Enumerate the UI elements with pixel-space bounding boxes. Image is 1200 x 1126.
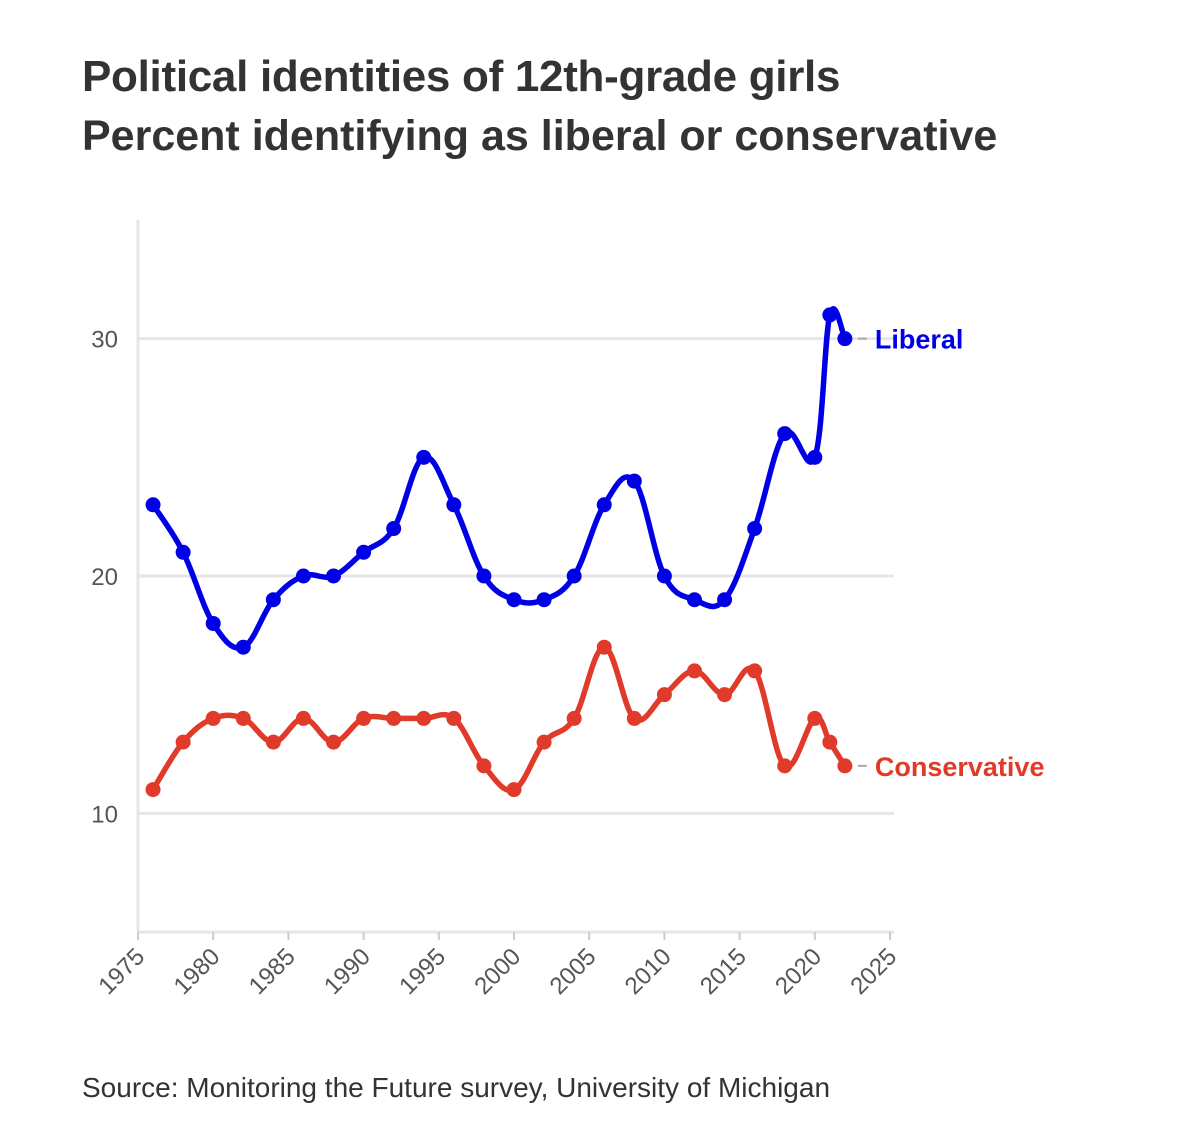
data-point-liberal-1994 bbox=[416, 449, 432, 465]
x-tick-label-2020: 2020 bbox=[770, 943, 827, 1000]
chart-title: Political identities of 12th-grade girls bbox=[82, 52, 841, 101]
data-point-liberal-1992 bbox=[386, 521, 402, 537]
data-point-conservative-1994 bbox=[416, 710, 432, 726]
data-point-conservative-1978 bbox=[175, 734, 191, 750]
series-line-liberal bbox=[150, 306, 848, 651]
series-group: Liberal Conservative bbox=[145, 306, 1045, 798]
data-point-conservative-1988 bbox=[326, 734, 342, 750]
data-point-liberal-1984 bbox=[265, 592, 281, 608]
data-point-conservative-2004 bbox=[566, 710, 582, 726]
data-point-conservative-1990 bbox=[356, 710, 372, 726]
data-point-conservative-1996 bbox=[446, 710, 462, 726]
x-tick-label-1985: 1985 bbox=[244, 943, 301, 1000]
data-point-liberal-2012 bbox=[686, 592, 702, 608]
x-tick-label-2010: 2010 bbox=[620, 943, 677, 1000]
series-label-conservative: Conservative bbox=[875, 752, 1045, 782]
data-point-conservative-1976 bbox=[145, 782, 161, 798]
data-point-liberal-1982 bbox=[235, 639, 251, 655]
data-point-conservative-2022 bbox=[837, 758, 853, 774]
data-point-conservative-2002 bbox=[536, 734, 552, 750]
data-point-liberal-2021 bbox=[822, 307, 838, 323]
data-point-liberal-2004 bbox=[566, 568, 582, 584]
data-point-liberal-1998 bbox=[476, 568, 492, 584]
data-point-conservative-2012 bbox=[686, 663, 702, 679]
data-point-liberal-2006 bbox=[596, 497, 612, 513]
chart-subtitle: Percent identifying as liberal or conser… bbox=[82, 112, 998, 160]
data-point-conservative-2000 bbox=[506, 782, 522, 798]
data-point-liberal-2018 bbox=[777, 426, 793, 442]
y-tick-label-20: 20 bbox=[91, 564, 118, 591]
x-tick-label-1980: 1980 bbox=[169, 943, 226, 1000]
data-point-liberal-1996 bbox=[446, 497, 462, 513]
series-line-conservative bbox=[150, 644, 848, 794]
line-chart: Liberal Conservative 10 20 30 1975 1980 1985 19… bbox=[91, 220, 1045, 1000]
data-point-liberal-2020 bbox=[807, 449, 823, 465]
x-tick-label-2025: 2025 bbox=[845, 943, 902, 1000]
x-tick-label-2005: 2005 bbox=[545, 943, 602, 1000]
data-point-conservative-2006 bbox=[596, 639, 612, 655]
data-point-conservative-2018 bbox=[777, 758, 793, 774]
x-tick-label-1975: 1975 bbox=[93, 943, 150, 1000]
grid-lines bbox=[138, 337, 894, 815]
source-note: Source: Monitoring the Future survey, Un… bbox=[82, 1072, 831, 1103]
data-point-conservative-2010 bbox=[656, 687, 672, 703]
data-point-liberal-2014 bbox=[717, 592, 733, 608]
data-point-conservative-2016 bbox=[747, 663, 763, 679]
x-tick-label-2000: 2000 bbox=[469, 943, 526, 1000]
data-point-liberal-2022 bbox=[837, 331, 853, 347]
data-point-conservative-1984 bbox=[265, 734, 281, 750]
data-point-liberal-2008 bbox=[626, 473, 642, 489]
data-point-conservative-1980 bbox=[205, 710, 221, 726]
data-point-liberal-1986 bbox=[295, 568, 311, 584]
data-point-liberal-2016 bbox=[747, 521, 763, 537]
y-tick-label-30: 30 bbox=[91, 327, 118, 354]
series-conservative: Conservative bbox=[145, 639, 1045, 798]
data-point-conservative-1982 bbox=[235, 710, 251, 726]
series-liberal: Liberal bbox=[145, 306, 964, 655]
data-point-conservative-1992 bbox=[386, 710, 402, 726]
data-point-liberal-1988 bbox=[326, 568, 342, 584]
data-point-liberal-1978 bbox=[175, 544, 191, 560]
y-tick-label-10: 10 bbox=[91, 801, 118, 828]
data-point-conservative-2014 bbox=[717, 687, 733, 703]
x-tick-label-2015: 2015 bbox=[695, 943, 752, 1000]
data-point-conservative-2021 bbox=[822, 734, 838, 750]
data-point-liberal-1980 bbox=[205, 615, 221, 631]
data-point-conservative-2020 bbox=[807, 710, 823, 726]
data-point-liberal-2002 bbox=[536, 592, 552, 608]
x-tick-label-1990: 1990 bbox=[319, 943, 376, 1000]
axes bbox=[136, 220, 894, 940]
data-point-conservative-1986 bbox=[295, 710, 311, 726]
data-point-liberal-2000 bbox=[506, 592, 522, 608]
data-point-conservative-1998 bbox=[476, 758, 492, 774]
series-label-liberal: Liberal bbox=[875, 325, 964, 355]
data-point-liberal-1976 bbox=[145, 497, 161, 513]
data-point-liberal-1990 bbox=[356, 544, 372, 560]
data-point-liberal-2010 bbox=[656, 568, 672, 584]
data-point-conservative-2008 bbox=[626, 710, 642, 726]
x-tick-label-1995: 1995 bbox=[394, 943, 451, 1000]
